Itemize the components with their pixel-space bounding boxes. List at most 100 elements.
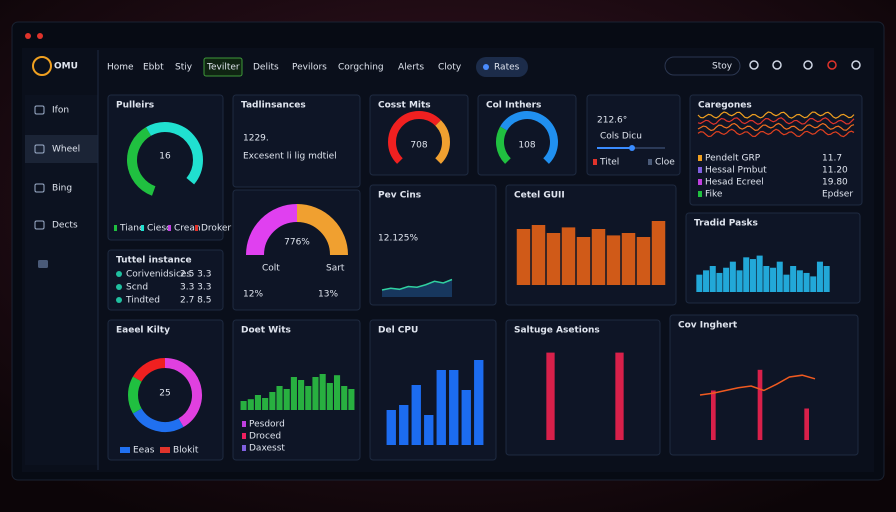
panel-title: Pulleirs <box>116 101 154 111</box>
big-value: 1229. <box>243 134 269 144</box>
panel <box>505 319 661 456</box>
bar <box>305 386 312 410</box>
panel-title: Cov Inghert <box>678 321 738 331</box>
bar <box>803 272 810 292</box>
panel-title: Doet Wits <box>241 326 291 336</box>
legend-label: Hesad Ecreel <box>705 178 764 188</box>
bar <box>749 259 756 292</box>
button-label: Rates <box>494 63 520 73</box>
legend-label: Hessal Pmbut <box>705 166 767 176</box>
header-icon[interactable] <box>772 60 782 70</box>
bar <box>615 352 624 440</box>
bar <box>411 385 421 445</box>
panel-title: Cosst Mits <box>378 101 431 111</box>
logo: OMU <box>54 62 78 72</box>
header-icon[interactable] <box>827 60 837 70</box>
panel <box>232 94 361 188</box>
row-dot <box>116 271 122 277</box>
gauge-arc <box>496 126 511 164</box>
bar <box>636 237 651 285</box>
bar <box>810 276 817 292</box>
legend-label: Eeas <box>133 446 155 456</box>
panel <box>107 319 224 461</box>
button-icon <box>483 64 489 70</box>
header-icon[interactable] <box>749 60 759 70</box>
bar <box>723 267 730 292</box>
row-label: Corivenidsices <box>126 270 191 280</box>
header-icon[interactable] <box>803 60 813 70</box>
nav-item[interactable]: Tevilter <box>206 63 240 73</box>
active-tab <box>203 57 243 77</box>
legend-swatch <box>698 179 702 185</box>
nav-item[interactable]: Corgching <box>338 63 384 73</box>
panel <box>107 249 224 311</box>
gauge-arc <box>132 408 184 432</box>
legend-swatch <box>141 225 144 231</box>
legend-swatch <box>648 159 652 165</box>
panel <box>505 184 677 306</box>
header-icon[interactable] <box>851 60 861 70</box>
nav-item[interactable]: Cloty <box>438 63 462 73</box>
bar <box>770 267 777 292</box>
legend-label: Droced <box>249 432 281 442</box>
bar <box>254 395 262 410</box>
legend-swatch <box>195 225 198 231</box>
panel <box>586 94 681 176</box>
panel-title: Tradid Pasks <box>694 219 758 229</box>
bar <box>269 392 276 410</box>
legend-swatch <box>242 433 246 439</box>
subtitle: Cols Dicu <box>600 132 642 142</box>
legend-swatch <box>698 167 702 173</box>
nav-item[interactable]: Ebbt <box>143 63 164 73</box>
bar <box>247 399 254 410</box>
search-box[interactable] <box>664 56 741 76</box>
panel <box>369 184 497 306</box>
label: Colt <box>262 264 280 274</box>
bar <box>804 408 809 440</box>
gauge-value: 16 <box>159 152 171 162</box>
bar <box>399 405 409 445</box>
legend-swatch <box>114 225 117 231</box>
gauge-arc <box>127 127 156 196</box>
panel-title: Cetel GUII <box>514 191 565 201</box>
bar <box>341 386 348 410</box>
wave-line <box>697 111 855 119</box>
rates-button[interactable] <box>476 57 528 77</box>
row-value: 2.5 3.3 <box>180 270 212 280</box>
bar <box>729 261 736 292</box>
bar <box>319 374 326 410</box>
bar <box>283 389 290 410</box>
nav-item[interactable]: Alerts <box>398 63 424 73</box>
slider-knob[interactable] <box>629 145 635 151</box>
sidebar-icon <box>34 220 45 230</box>
nav-item[interactable]: Pevilors <box>292 63 327 73</box>
bar <box>386 410 396 445</box>
bar <box>696 274 703 292</box>
big-value: 212.6° <box>597 116 627 126</box>
sidebar-item[interactable]: Wheel <box>52 145 80 155</box>
gauge-value: 708 <box>410 141 427 151</box>
sidebar-item[interactable]: Ifon <box>52 106 69 116</box>
bar <box>424 415 434 445</box>
bar <box>711 390 716 440</box>
row-value: 3.3 3.3 <box>180 283 212 293</box>
legend-swatch <box>168 225 171 231</box>
sidebar-item[interactable]: Bing <box>52 184 72 194</box>
bar <box>546 352 555 440</box>
panel-title: Del CPU <box>378 326 418 336</box>
bar <box>576 237 591 285</box>
panel <box>669 314 859 456</box>
row-label: Tindted <box>125 296 160 306</box>
legend-value: 11.7 <box>822 154 842 164</box>
nav-item[interactable]: Stiy <box>175 63 193 73</box>
nav-item[interactable]: Delits <box>253 63 279 73</box>
gauge-arc <box>296 204 348 256</box>
sidebar-item[interactable]: Dects <box>52 221 78 231</box>
bar <box>756 255 763 292</box>
bar <box>561 227 576 285</box>
wave-line <box>697 128 855 138</box>
sidebar-icon <box>34 105 45 115</box>
nav-item[interactable]: Home <box>107 63 134 73</box>
legend-swatch <box>698 155 702 161</box>
legend-label: Droker <box>201 224 231 234</box>
